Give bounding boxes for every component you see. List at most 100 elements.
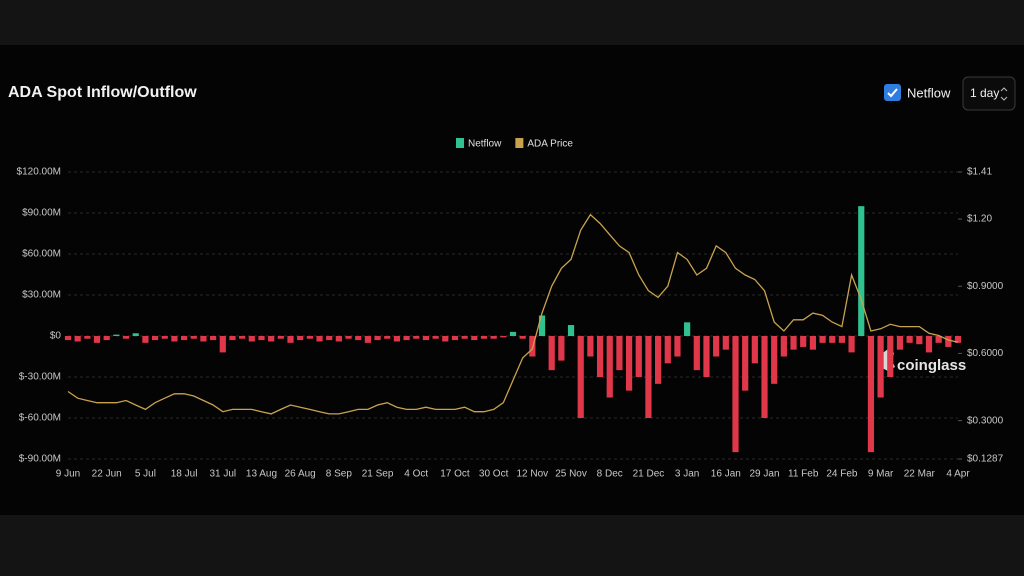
bar <box>84 336 91 339</box>
bar <box>867 336 875 453</box>
bar <box>171 336 178 342</box>
bar <box>809 336 816 350</box>
bar <box>151 336 159 341</box>
bar <box>93 336 101 343</box>
y-tick-label: $0 <box>50 331 62 342</box>
bar <box>935 336 942 343</box>
bar <box>896 336 904 350</box>
y-tick-label: $-30.00M <box>19 372 61 383</box>
checkbox[interactable] <box>884 84 901 101</box>
y-tick-label: $120.00M <box>17 167 61 178</box>
x-tick-label: 13 Aug <box>246 469 277 480</box>
x-tick-label: 12 Nov <box>517 469 549 480</box>
bar <box>229 336 236 341</box>
bar <box>210 336 217 341</box>
interval-select[interactable] <box>962 76 1016 111</box>
x-tick-label: 30 Oct <box>479 469 509 480</box>
bar <box>693 336 700 371</box>
bar <box>287 336 294 343</box>
bar <box>161 336 168 339</box>
bar <box>239 336 246 339</box>
bar <box>258 336 265 341</box>
bar <box>355 336 362 341</box>
y-tick-label: $-90.00M <box>19 454 61 465</box>
bar <box>403 336 410 341</box>
bar <box>819 336 826 343</box>
bar <box>790 336 797 350</box>
bar <box>732 336 739 453</box>
bar <box>625 336 633 391</box>
bar <box>142 336 149 343</box>
x-tick-label: 21 Dec <box>633 469 665 480</box>
checkbox-label[interactable]: Netflow <box>907 85 951 100</box>
bar <box>684 322 691 336</box>
bar <box>529 336 536 357</box>
x-tick-label: 22 Jun <box>92 469 122 480</box>
bar <box>751 336 758 364</box>
bar <box>345 336 352 339</box>
select-arrows <box>1000 87 1008 101</box>
bar <box>190 336 197 339</box>
bar <box>761 336 768 418</box>
x-tick-label: 26 Aug <box>285 469 316 480</box>
price-line <box>67 213 959 415</box>
bar <box>848 336 855 353</box>
x-tick-label: 4 Oct <box>404 469 428 480</box>
bar <box>596 336 604 377</box>
bar <box>113 334 120 336</box>
bar <box>606 336 613 398</box>
y2-tick-label: $1.41 <box>967 167 992 178</box>
bar <box>664 336 671 364</box>
checkmark <box>887 88 898 98</box>
bar <box>326 336 333 341</box>
bar <box>954 336 962 343</box>
bar <box>567 325 575 336</box>
bar <box>703 336 710 377</box>
y2-tick-label: $1.20 <box>967 214 992 225</box>
y-tick-label: $90.00M <box>22 208 61 219</box>
bar <box>200 336 207 342</box>
bar <box>432 336 439 339</box>
x-tick-label: 29 Jan <box>750 469 780 480</box>
interval-label[interactable]: 1 day <box>970 86 999 100</box>
x-tick-label: 8 Sep <box>326 469 353 480</box>
x-tick-label: 9 Mar <box>868 469 894 480</box>
x-tick-label: 31 Jul <box>209 469 236 480</box>
bar <box>945 336 952 347</box>
y2-tick-label: $0.6000 <box>967 348 1004 359</box>
bar <box>297 336 304 341</box>
legend-label: Netflow <box>468 139 502 150</box>
bar <box>674 336 681 357</box>
bar <box>829 336 836 343</box>
bar <box>877 336 884 398</box>
bar <box>858 206 865 336</box>
bar <box>645 336 652 418</box>
bar <box>306 336 313 339</box>
bar <box>364 336 371 343</box>
bar <box>500 336 507 338</box>
bar <box>64 336 72 341</box>
bar <box>103 336 110 341</box>
bar <box>384 336 391 339</box>
bar <box>906 336 913 343</box>
x-tick-label: 22 Mar <box>904 469 936 480</box>
x-tick-label: 16 Jan <box>711 469 741 480</box>
bar <box>771 336 778 384</box>
x-tick-label: 3 Jan <box>675 469 699 480</box>
x-tick-label: 9 Jun <box>56 469 80 480</box>
bar <box>722 336 729 350</box>
bar <box>887 336 894 377</box>
bar <box>393 336 401 342</box>
chart-title: ADA Spot Inflow/Outflow <box>8 84 197 101</box>
bar <box>558 336 565 361</box>
bar <box>277 336 284 339</box>
bar <box>442 336 449 342</box>
legend-label: ADA Price <box>527 139 573 150</box>
bar <box>616 336 623 371</box>
bar <box>132 333 139 336</box>
bar <box>838 336 846 343</box>
bar <box>655 336 662 384</box>
bar <box>374 336 381 341</box>
bar <box>480 336 488 339</box>
